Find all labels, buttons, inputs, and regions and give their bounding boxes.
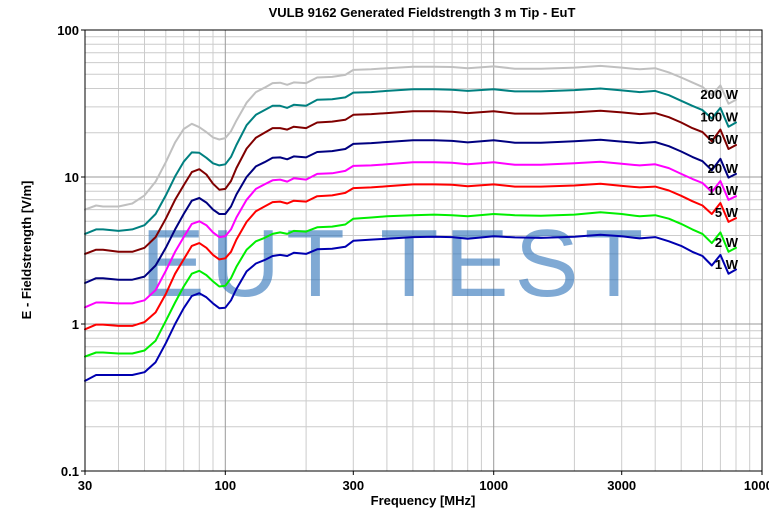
y-tick-label: 10 — [65, 170, 79, 185]
series-lines — [84, 64, 737, 382]
series-line-20w — [84, 138, 737, 284]
x-tick-label: 300 — [342, 478, 364, 493]
series-line-100w — [84, 87, 737, 235]
minor-gridlines — [84, 30, 762, 471]
x-tick-label: 30 — [78, 478, 92, 493]
series-labels: 200 W 100 W 50 W 20 W 10 W 5 W 2 W 1 W — [700, 87, 738, 272]
y-tick-label: 100 — [57, 23, 79, 38]
plot-area-frame — [84, 29, 763, 472]
series-label-1w: 1 W — [715, 257, 739, 272]
series-label-20w: 20 W — [708, 161, 739, 176]
eut-test-watermark: EUT TEST — [141, 210, 650, 317]
y-axis-label: E - Fieldstrength [V/m] — [19, 181, 34, 320]
x-tick-label: 3000 — [607, 478, 636, 493]
series-line-10w — [84, 160, 737, 309]
series-line-2w — [84, 211, 737, 358]
y-axis-ticks: 0.1 1 10 100 — [57, 23, 85, 479]
series-label-100w: 100 W — [700, 110, 738, 125]
x-tick-label: 1000 — [479, 478, 508, 493]
x-axis-label: Frequency [MHz] — [371, 493, 476, 508]
series-label-10w: 10 W — [708, 183, 739, 198]
y-tick-label: 1 — [72, 317, 79, 332]
series-label-5w: 5 W — [715, 205, 739, 220]
chart-title: VULB 9162 Generated Fieldstrength 3 m Ti… — [269, 5, 576, 20]
major-gridlines — [85, 30, 762, 471]
series-line-5w — [84, 182, 737, 331]
x-tick-label: 10000 — [744, 478, 769, 493]
series-label-200w: 200 W — [700, 87, 738, 102]
y-tick-label: 0.1 — [61, 464, 79, 479]
series-line-50w — [84, 109, 737, 255]
series-line-200w — [84, 64, 737, 211]
series-label-2w: 2 W — [715, 235, 739, 250]
x-axis-ticks: 30 100 300 1000 3000 10000 — [78, 471, 769, 493]
series-label-50w: 50 W — [708, 132, 739, 147]
series-line-1w — [84, 233, 737, 382]
x-tick-label: 100 — [214, 478, 236, 493]
